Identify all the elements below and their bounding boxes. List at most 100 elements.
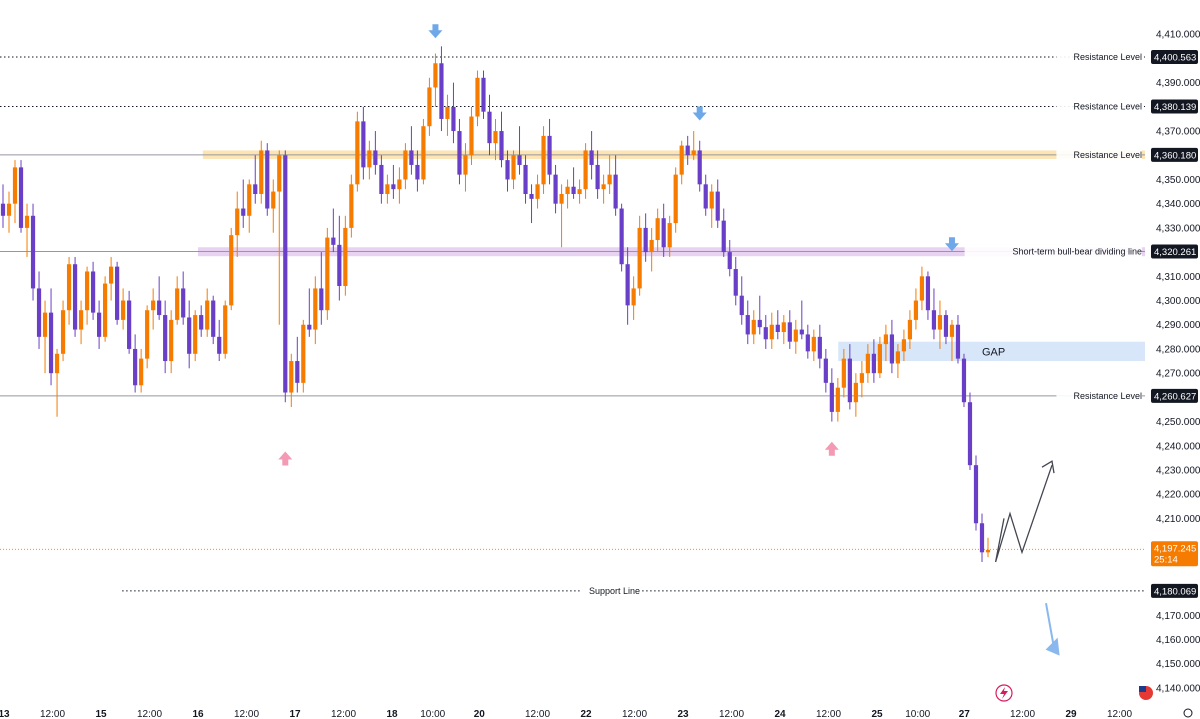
candle-body xyxy=(397,179,402,190)
gap-label: GAP xyxy=(982,346,1005,358)
candle-body xyxy=(835,387,840,412)
candle-body xyxy=(325,237,330,311)
price-badge-label: 4,380.139 xyxy=(1154,102,1196,113)
candle-body xyxy=(943,315,949,337)
y-tick-label: 4,290.000 xyxy=(1156,320,1200,331)
candle-body xyxy=(211,300,216,337)
y-tick-label: 4,270.000 xyxy=(1156,369,1200,380)
candle-body xyxy=(487,111,492,144)
candle-body xyxy=(661,218,666,248)
candle-body xyxy=(805,334,810,352)
candle-body xyxy=(96,312,102,337)
candle-body xyxy=(499,131,504,161)
candle-body xyxy=(559,194,564,204)
candle-body xyxy=(307,324,312,330)
candle-body xyxy=(445,106,450,119)
candle-body xyxy=(84,271,90,311)
candle-body xyxy=(271,191,276,209)
x-tick-label: 12:00 xyxy=(719,709,744,719)
x-tick-label: 12:00 xyxy=(331,709,356,719)
price-badge-label: 4,320.261 xyxy=(1154,247,1196,258)
y-tick-label: 4,300.000 xyxy=(1156,296,1200,307)
candle-body xyxy=(295,361,300,383)
x-tick-label: 16 xyxy=(192,709,204,719)
candle-body xyxy=(187,317,192,354)
candle-body xyxy=(379,164,384,194)
y-tick-label: 4,390.000 xyxy=(1156,78,1200,89)
candle-body xyxy=(463,155,468,175)
candle-body xyxy=(571,186,576,194)
candle-body xyxy=(133,348,138,386)
candle-body xyxy=(787,322,792,342)
x-tick-label: 12:00 xyxy=(234,709,259,719)
candle-body xyxy=(127,300,132,349)
y-tick-label: 4,240.000 xyxy=(1156,441,1200,452)
up-arrow-icon xyxy=(824,441,839,456)
level-label-bg xyxy=(964,245,1142,257)
candle-body xyxy=(823,358,828,383)
candle-body xyxy=(775,324,780,332)
down-arrow-icon xyxy=(428,24,443,39)
candles xyxy=(0,46,991,562)
x-tick-label: 27 xyxy=(959,709,971,719)
x-tick-label: 22 xyxy=(580,709,592,719)
candle-body xyxy=(679,145,684,175)
candle-body xyxy=(649,240,654,253)
candle-body xyxy=(385,184,390,194)
countdown-timer: 25:14 xyxy=(1154,554,1178,565)
x-tick-label: 25 xyxy=(871,709,883,719)
candle-body xyxy=(607,174,612,185)
candle-body xyxy=(901,339,907,352)
x-tick-label: 12:00 xyxy=(1010,709,1035,719)
candle-body xyxy=(955,324,961,359)
level-label: Support Line xyxy=(589,586,640,596)
down-trend-arrow-shaft xyxy=(1045,602,1055,646)
candle-body xyxy=(907,319,913,340)
x-tick-label: 29 xyxy=(1065,709,1077,719)
candle-body xyxy=(36,288,42,337)
gap-zone xyxy=(838,341,1145,362)
candle-body xyxy=(565,186,570,194)
x-tick-label: 12:00 xyxy=(622,709,647,719)
level-label-bg xyxy=(1056,148,1142,160)
candle-body xyxy=(66,264,72,311)
candle-body xyxy=(685,145,690,156)
candle-body xyxy=(373,150,378,165)
x-tick-label: 12:00 xyxy=(137,709,162,719)
candle-body xyxy=(451,106,456,132)
candle-body xyxy=(895,351,901,364)
x-axis-bg xyxy=(0,705,1200,719)
candle-body xyxy=(505,160,510,180)
footer-icons[interactable] xyxy=(995,684,1193,718)
candle-body xyxy=(727,252,732,270)
candle-body xyxy=(595,164,600,190)
level-label-bg xyxy=(580,584,642,596)
candle-body xyxy=(361,121,366,168)
candle-body xyxy=(157,300,162,316)
candle-body xyxy=(889,334,895,364)
y-tick-label: 4,250.000 xyxy=(1156,417,1200,428)
candle-body xyxy=(643,227,648,253)
candle-body xyxy=(253,184,258,194)
candle-body xyxy=(199,315,204,330)
candle-body xyxy=(769,324,774,340)
x-axis[interactable]: 13 12:00 15 12:00 16 12:00 17 12:00 18 10:00 20 12:… xyxy=(0,705,1200,719)
price-badge xyxy=(1151,147,1198,162)
price-badge-label: 4,180.069 xyxy=(1154,586,1196,597)
candle-body xyxy=(427,87,432,127)
candle-body xyxy=(205,300,210,330)
candle-body xyxy=(145,310,150,359)
level-label: Resistance Level xyxy=(1073,52,1142,62)
price-badge xyxy=(1151,99,1198,114)
candle-body xyxy=(751,319,756,335)
projection-arrowhead xyxy=(1041,460,1055,474)
down-arrow-icon xyxy=(944,237,959,252)
candle-body xyxy=(367,150,372,168)
candle-body xyxy=(60,310,66,354)
y-tick-label: 4,310.000 xyxy=(1156,272,1200,283)
candle-body xyxy=(793,329,798,342)
candle-body xyxy=(475,77,480,117)
candle-body xyxy=(589,150,594,165)
candle-body xyxy=(121,300,126,320)
